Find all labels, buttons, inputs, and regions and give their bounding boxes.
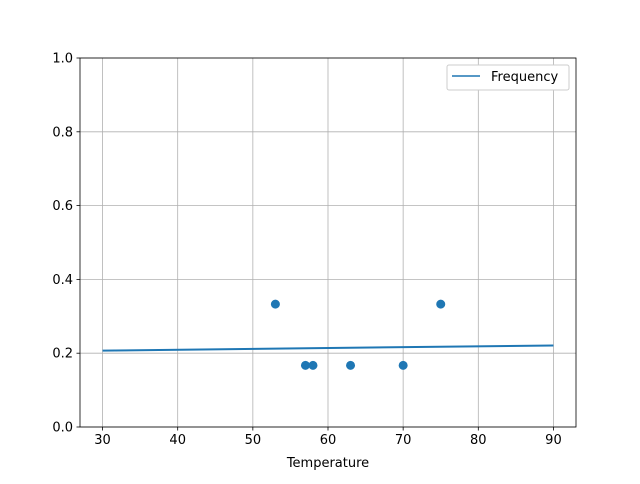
y-tick-label: 0.4 [52, 273, 73, 288]
legend: Frequency [446, 64, 570, 91]
scatter-point [398, 360, 408, 370]
x-tick-label: 90 [545, 433, 562, 448]
legend-label: Frequency [491, 70, 558, 85]
y-tick-label: 0.2 [52, 347, 73, 362]
legend-box [446, 64, 570, 91]
scatter-point [300, 360, 310, 370]
y-tick-label: 1.0 [52, 52, 73, 67]
x-tick-label: 40 [169, 433, 186, 448]
ticks: 30 40 50 60 70 80 90 0.0 0.2 0.4 0.6 0.8 1.0 [52, 52, 561, 449]
scatter-point [308, 360, 318, 370]
marks [102, 299, 554, 370]
x-tick-label: 80 [470, 433, 487, 448]
x-tick-label: 70 [395, 433, 412, 448]
x-tick-label: 50 [245, 433, 262, 448]
x-tick-label: 30 [94, 433, 111, 448]
x-tick-label: 60 [320, 433, 337, 448]
scatter-point [270, 299, 280, 309]
scatter-point [436, 299, 446, 309]
axes-frame [79, 57, 577, 428]
y-tick-label: 0.6 [52, 199, 73, 214]
y-tick-label: 0.0 [52, 421, 73, 436]
scatter-point [346, 360, 356, 370]
y-tick-label: 0.8 [52, 125, 73, 140]
frequency-line [102, 344, 554, 352]
x-axis-label: Temperature [286, 456, 369, 471]
